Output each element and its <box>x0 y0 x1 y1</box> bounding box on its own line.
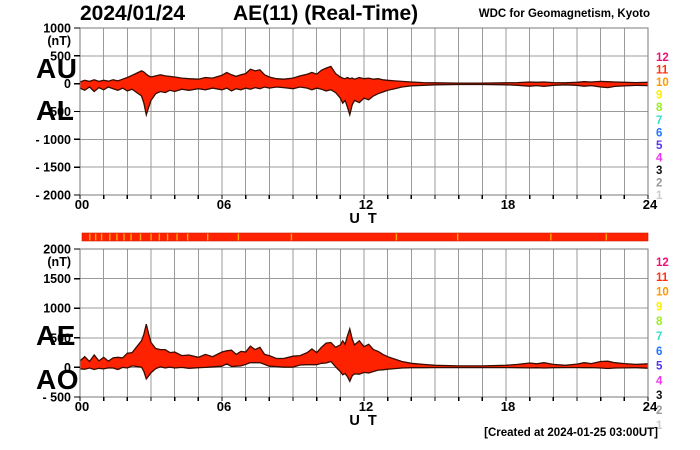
availability-mark <box>100 233 103 241</box>
y-tick-label: 1000 <box>43 302 71 316</box>
availability-mark <box>550 233 552 241</box>
availability-mark <box>94 233 97 241</box>
station-number: 11 <box>656 65 669 77</box>
station-number: 12 <box>656 52 669 64</box>
station-number: 7 <box>656 331 662 343</box>
x-tick-label: 00 <box>75 399 89 414</box>
station-number: 4 <box>656 152 663 164</box>
station-number: 1 <box>656 420 663 432</box>
availability-mark <box>166 233 169 241</box>
availability-mark <box>150 233 152 241</box>
y-tick-label: 1500 <box>43 272 71 286</box>
station-number: 6 <box>656 346 662 358</box>
station-number: 3 <box>656 390 662 402</box>
y-tick-label: 500 <box>50 49 71 63</box>
station-number: 1 <box>656 190 663 202</box>
y-axis-unit-label: (nT) <box>47 34 71 48</box>
availability-mark <box>206 233 209 241</box>
station-number: 5 <box>656 140 663 152</box>
station-number: 8 <box>656 102 663 114</box>
top-plot: 1000 500 0 - 500 - 1000 - 1500 - 2000 (nT) 00 06 1… <box>36 22 669 228</box>
x-tick-label: 00 <box>75 197 89 212</box>
station-number: 8 <box>656 316 663 328</box>
x-tick-label: 12 <box>359 399 373 414</box>
availability-mark <box>176 233 178 241</box>
x-tick-label: 18 <box>501 197 515 212</box>
availability-mark <box>290 233 293 241</box>
x-tick-label: 12 <box>359 197 373 212</box>
x-axis-label: U T <box>349 413 378 429</box>
y-tick-label: 1000 <box>43 22 71 36</box>
y-tick-label: - 500 <box>43 105 72 119</box>
station-number: 2 <box>656 405 662 417</box>
availability-mark <box>89 233 91 241</box>
station-number: 6 <box>656 127 662 139</box>
y-tick-label: 0 <box>64 361 71 375</box>
au-axis-label: AU <box>36 53 78 84</box>
ae-axis-label: AE <box>36 320 76 351</box>
y-tick-label: 500 <box>50 331 71 345</box>
date-label: 2024/01/24 <box>80 2 186 25</box>
station-number: 2 <box>656 178 662 190</box>
lower-envelope-line <box>80 83 648 118</box>
availability-mark <box>186 233 189 241</box>
availability-mark <box>109 233 111 241</box>
y-tick-label: - 2000 <box>36 189 71 203</box>
source-label: WDC for Geomagnetism, Kyoto <box>478 8 650 20</box>
availability-bar-fill <box>81 232 649 242</box>
y-tick-label: - 1500 <box>36 161 71 175</box>
x-tick-label: 06 <box>217 197 231 212</box>
x-axis-label: U T <box>349 211 378 227</box>
upper-envelope-line <box>80 65 648 84</box>
availability-mark <box>237 233 240 241</box>
upper-envelope-line <box>80 324 648 367</box>
y-tick-label: - 1000 <box>36 133 71 147</box>
lower-envelope-line <box>80 360 648 383</box>
station-number: 9 <box>656 301 662 313</box>
station-number: 9 <box>656 90 662 102</box>
envelope-fill <box>80 66 648 115</box>
station-number: 10 <box>656 77 669 89</box>
page-title: AE(11) (Real-Time) <box>233 2 419 25</box>
station-number: 12 <box>656 257 669 269</box>
station-number: 3 <box>656 165 662 177</box>
x-tick-label: 24 <box>643 399 658 414</box>
station-number: 5 <box>656 361 663 373</box>
availability-mark <box>456 233 459 241</box>
x-tick-label: 06 <box>217 399 231 414</box>
ao-axis-label: AO <box>36 364 79 395</box>
x-tick-label: 24 <box>643 197 658 212</box>
trace-group <box>80 324 648 383</box>
availability-mark <box>116 233 118 241</box>
y-tick-label: - 500 <box>43 391 72 405</box>
availability-mark <box>130 233 132 241</box>
y-tick-label: 2000 <box>43 243 71 257</box>
availability-mark <box>158 233 161 241</box>
al-axis-label: AL <box>36 95 75 126</box>
station-number: 4 <box>656 375 663 387</box>
availability-mark <box>395 233 398 241</box>
trace-group <box>80 65 648 118</box>
station-number: 11 <box>656 272 669 284</box>
y-axis-unit-label: (nT) <box>47 255 71 269</box>
availability-mark <box>139 233 142 241</box>
x-tick-label: 18 <box>501 399 515 414</box>
availability-bar <box>81 232 649 242</box>
availability-mark <box>123 233 125 241</box>
y-tick-label: 0 <box>64 77 71 91</box>
station-number: 10 <box>656 287 669 299</box>
availability-mark <box>605 233 607 241</box>
station-number: 7 <box>656 115 662 127</box>
created-timestamp: [Created at 2024-01-25 03:00UT] <box>484 427 658 439</box>
